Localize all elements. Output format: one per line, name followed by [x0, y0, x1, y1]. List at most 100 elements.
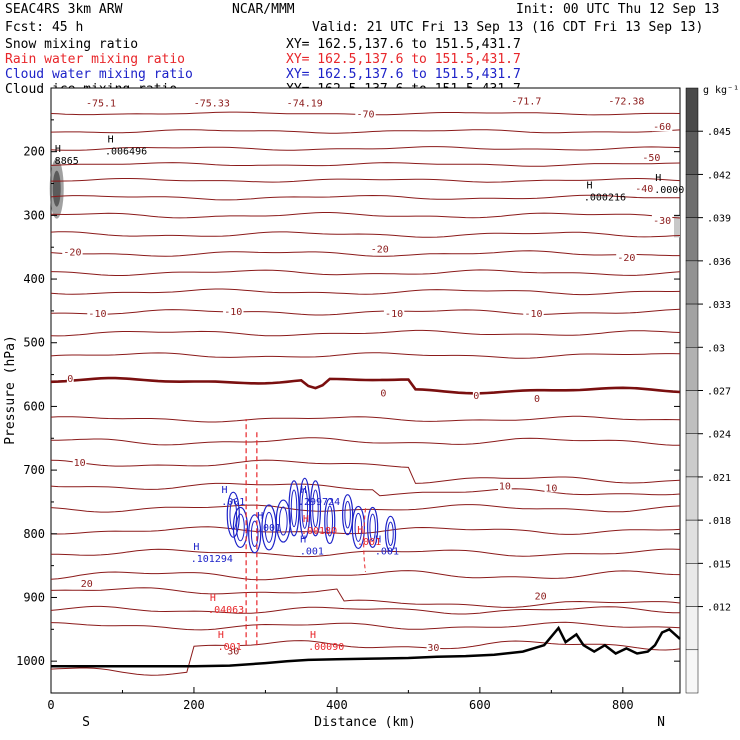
cloud-water-contour-inner [369, 513, 376, 542]
contour-label: 0 [473, 391, 479, 402]
colorbar-tick-label: .012 [707, 603, 731, 614]
contour-label-bg [72, 455, 87, 467]
extremum-marker: H [301, 485, 307, 496]
cloud-water-contour [299, 477, 311, 539]
valid-time: Valid: 21 UTC Fri 13 Sep 13 (16 CDT Fri … [312, 20, 703, 35]
forecast-hour: Fcst: 45 h [5, 20, 83, 35]
y-tick-label: 600 [23, 399, 45, 413]
extremum-marker: H [587, 180, 593, 191]
contour-label: -30 [653, 216, 671, 227]
colorbar-swatch [685, 519, 699, 564]
extremum-marker: H [108, 135, 114, 146]
terrain-line [51, 625, 681, 668]
contour-label-bg [226, 644, 241, 656]
contour-label-bg [223, 304, 244, 316]
field-cloudwater-label: Cloud water mixing ratio [5, 67, 193, 82]
y-tick-label: 200 [23, 145, 45, 159]
y-tick-label: 800 [23, 527, 45, 541]
contour-label: -10 [385, 309, 403, 320]
cloud-water-contour-inner [301, 487, 308, 529]
x-tick-label: 600 [469, 698, 491, 712]
colorbar-tick-label: .045 [707, 127, 731, 138]
extremum-value: .001 [375, 547, 399, 558]
field-cloudwater-xy: XY= 162.5,137.6 to 151.5,431.7 [286, 67, 521, 82]
contour-label: -10 [88, 309, 106, 320]
cloud-water-contour-inner [264, 511, 274, 543]
contour-label: 0 [67, 374, 73, 385]
cloud-water-contour [342, 494, 354, 536]
extremum-value: .0000 [654, 185, 684, 196]
y-axis-title: Pressure (hPa) [3, 335, 18, 445]
contour-label: 20 [535, 592, 547, 603]
y-tick-label: 900 [23, 590, 45, 604]
y-tick-label: 700 [23, 463, 45, 477]
colorbar-swatch [685, 217, 699, 262]
extremum-value: .006496 [105, 147, 147, 158]
isotherm-line [50, 194, 680, 201]
contour-label: -74.19 [287, 99, 323, 110]
contour-label-bg [605, 94, 647, 106]
colorbar-swatch [685, 476, 699, 521]
extremum-marker: H [193, 542, 199, 553]
extremum-marker: H [375, 535, 381, 546]
contour-label-bg [533, 392, 541, 404]
contour-label: 20 [81, 579, 93, 590]
isotherm-line [50, 269, 681, 276]
colorbar-tick-label: .03 [707, 343, 725, 354]
contour-label: 30 [227, 646, 239, 657]
cloud-water-contour-inner [312, 489, 319, 528]
x-tick-label: 400 [326, 698, 348, 712]
isotherm-line [50, 352, 681, 359]
extremum-value: .00090 [308, 642, 344, 653]
isotherm-line [50, 162, 681, 167]
field-rain-label: Rain water mixing ratio [5, 52, 185, 67]
contour-label-bg [79, 576, 94, 588]
contour-label: -20 [371, 244, 389, 255]
extremum-marker: H [655, 173, 661, 184]
endpoint-label-south: S [82, 715, 90, 730]
isotherm-line [51, 437, 680, 446]
cloud-water-contour [309, 480, 322, 537]
contour-label-bg [533, 589, 548, 601]
contour-label-bg [426, 641, 441, 653]
contour-label-bg [284, 96, 326, 108]
center-label: NCAR/MMM [232, 2, 295, 17]
isotherm-line [50, 587, 681, 608]
colorbar-tick-label: .018 [707, 516, 731, 527]
extremum-value: .001 [218, 642, 242, 653]
contour-label: 0 [380, 388, 386, 399]
extremum-value: .001 [300, 547, 324, 558]
contour-label-bg [383, 306, 405, 318]
x-axis: 0 200 400 600 800 [47, 687, 634, 712]
extremum-value: .00180 [301, 526, 337, 537]
colorbar-tick-label: .033 [707, 300, 731, 311]
x-axis-title: Distance (km) [314, 715, 416, 730]
plot-area: -75.1 -75.33 -74.19 -71.7 -72.38 -70 -60 -50 -40… [49, 87, 684, 694]
contour-label: -60 [653, 122, 671, 133]
cloud-water-contour-inner [344, 500, 351, 529]
contour-label-bg [634, 181, 655, 193]
model-title: SEAC4RS 3km ARW [5, 2, 123, 17]
extremum-value: .101294 [191, 554, 233, 565]
colorbar-tick-label: .039 [707, 214, 731, 225]
contour-label: -75.33 [194, 99, 230, 110]
isotherm-line [50, 640, 681, 676]
cloud-water-contour [367, 506, 379, 549]
colorbar-tick-label: .024 [707, 430, 731, 441]
extremum-marker: H [303, 514, 309, 525]
isotherm-line [50, 605, 681, 615]
cloud-ice-edge [674, 215, 680, 238]
extremum-value: .299724 [298, 497, 340, 508]
isotherm-line [51, 177, 681, 183]
contour-label-bg [355, 107, 376, 119]
contour-label: -50 [642, 153, 660, 164]
isotherm-line [50, 329, 681, 337]
contour-label-bg [87, 306, 108, 318]
field-rain-xy: XY= 162.5,137.6 to 151.5,431.7 [286, 52, 521, 67]
contour-label: -40 [635, 184, 653, 195]
isotherm-line [50, 212, 681, 219]
y-tick-label: 300 [23, 208, 45, 222]
contour-label-bg [523, 306, 544, 318]
extremum-marker: H [310, 630, 316, 641]
